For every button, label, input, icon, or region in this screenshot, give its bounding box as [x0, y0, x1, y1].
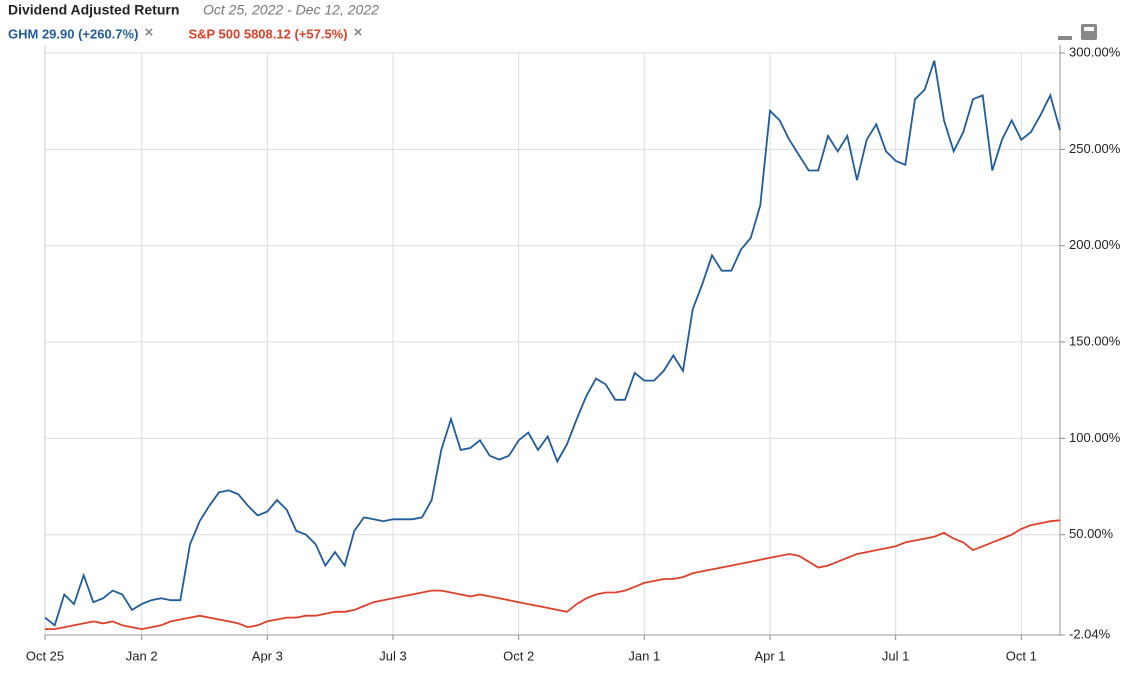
- y-tick-label: 50.00%: [1069, 526, 1114, 541]
- y-tick-label: -2.04%: [1069, 626, 1111, 641]
- y-tick-label: 250.00%: [1069, 141, 1121, 156]
- y-tick-label: 300.00%: [1069, 44, 1121, 59]
- legend-label: S&P 500 5808.12 (+57.5%): [188, 26, 347, 41]
- x-tick-label: Jul 1: [882, 648, 909, 663]
- x-tick-label: Oct 1: [1006, 648, 1037, 663]
- y-tick-label: 150.00%: [1069, 333, 1121, 348]
- legend-label: GHM 29.90 (+260.7%): [8, 26, 138, 41]
- x-tick-label: Apr 3: [252, 648, 283, 663]
- legend-close[interactable]: ×: [354, 24, 363, 41]
- series-line: [45, 519, 1061, 631]
- y-tick-label: 200.00%: [1069, 237, 1121, 252]
- legend-close[interactable]: ×: [144, 24, 153, 41]
- x-tick-label: Jul 3: [379, 648, 406, 663]
- x-tick-label: Jan 1: [628, 648, 660, 663]
- window-controls[interactable]: [1058, 24, 1097, 40]
- x-tick-label: Oct 25: [26, 648, 64, 663]
- chart-subtitle: Oct 25, 2022 - Dec 12, 2022: [203, 2, 379, 18]
- x-tick-label: Apr 1: [754, 648, 785, 663]
- series-line: [44, 60, 1061, 627]
- maximize-icon[interactable]: [1081, 24, 1097, 40]
- x-tick-label: Jan 2: [126, 648, 158, 663]
- y-tick-label: 100.00%: [1069, 430, 1121, 445]
- maximize-icon-bar: [1084, 27, 1094, 31]
- chart-title: Dividend Adjusted Return: [8, 2, 179, 18]
- minimize-icon[interactable]: [1058, 36, 1072, 40]
- x-tick-label: Oct 2: [503, 648, 534, 663]
